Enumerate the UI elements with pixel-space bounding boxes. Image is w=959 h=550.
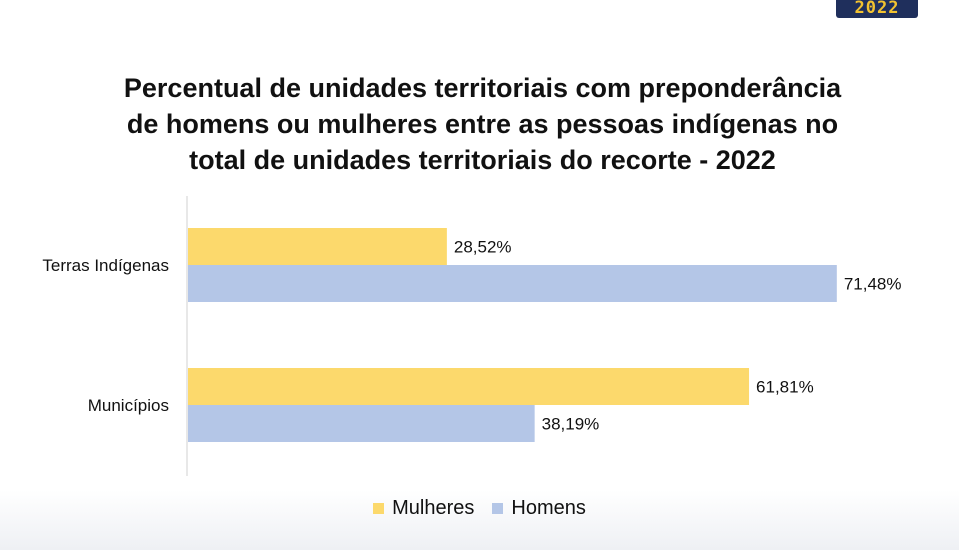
background-fade	[0, 490, 959, 550]
chart-legend: Mulheres Homens	[0, 497, 959, 520]
legend-swatch-mulheres	[373, 503, 385, 514]
category-label: Municípios	[88, 396, 169, 415]
legend-item-homens: Homens	[492, 497, 586, 520]
data-label-mulheres: 61,81%	[756, 378, 814, 397]
chart-title: Percentual de unidades territoriais com …	[60, 70, 905, 178]
bar-mulheres	[188, 368, 750, 405]
category-label: Terras Indígenas	[42, 256, 169, 275]
title-line-2: de homens ou mulheres entre as pessoas i…	[126, 109, 839, 139]
legend-label-homens: Homens	[511, 497, 586, 519]
bar-homens	[188, 265, 837, 302]
data-label-homens: 71,48%	[844, 275, 902, 294]
legend-label-mulheres: Mulheres	[392, 497, 475, 519]
bar-homens	[188, 405, 535, 442]
data-label-mulheres: 28,52%	[454, 238, 512, 257]
bar-mulheres	[188, 228, 447, 265]
badge-text: 2022	[854, 0, 900, 18]
title-line-3: total de unidades territoriais do recort…	[189, 145, 776, 175]
data-label-homens: 38,19%	[542, 415, 600, 434]
legend-item-mulheres: Mulheres	[373, 497, 474, 520]
title-line-1: Percentual de unidades territoriais com …	[123, 73, 842, 103]
legend-swatch-homens	[492, 503, 504, 514]
census-2022-badge: 2022	[836, 0, 918, 18]
